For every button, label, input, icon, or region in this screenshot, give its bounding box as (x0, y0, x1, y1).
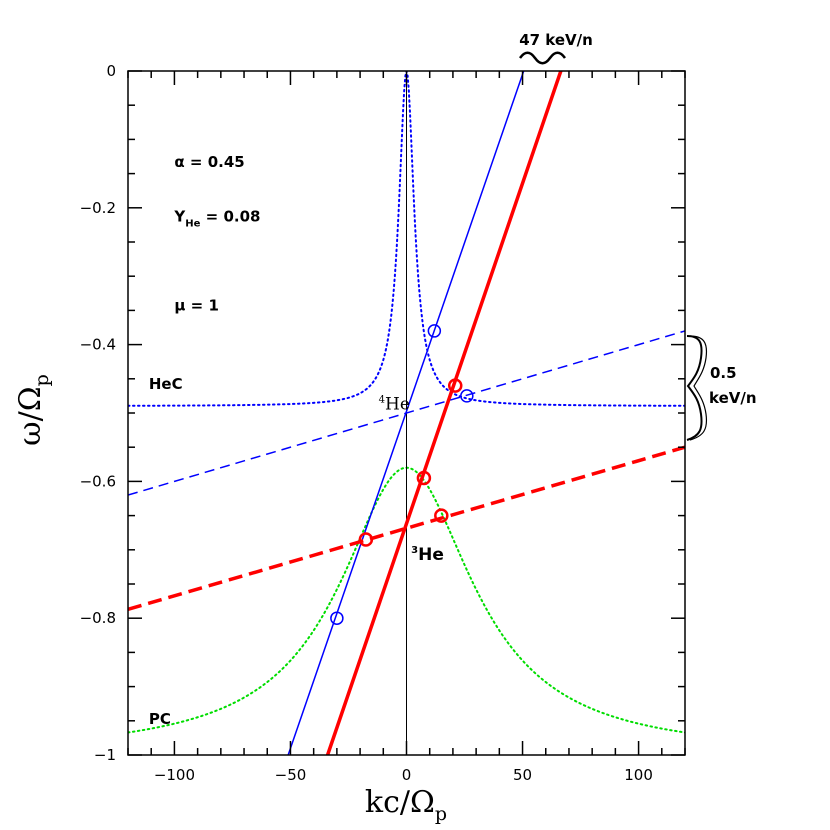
right-energy-value: 0.5 (710, 364, 737, 382)
x-tick-label: −100 (154, 766, 195, 784)
x-tick-labels: −100 −50 0 50 100 (154, 766, 653, 784)
intersection-point (447, 378, 463, 393)
resonance-line-3He-solid (325, 71, 563, 755)
x-tick-label: 100 (624, 766, 653, 784)
he4-label: 4He (379, 395, 410, 415)
axis-ticks (127, 70, 686, 756)
right-brace-outer (689, 335, 708, 441)
top-wavy-brace (518, 51, 567, 65)
resonance-lines (128, 71, 685, 755)
intersection-point (358, 532, 374, 547)
intersection-point (427, 324, 442, 338)
yhe-label: YHe = 0.08 (173, 207, 260, 229)
hec-label: HeC (149, 375, 183, 393)
y-tick-label: −0.4 (80, 336, 116, 354)
resonance-line-4He-dashed (128, 330, 685, 496)
intersection-point (416, 470, 432, 486)
x-tick-label: −50 (275, 766, 307, 784)
y-tick-labels: 0 −0.2 −0.4 −0.6 −0.8 −1 (80, 62, 116, 764)
right-energy-unit: keV/n (709, 389, 757, 407)
y-tick-label: −0.6 (80, 472, 116, 490)
y-tick-label: −0.2 (80, 199, 116, 217)
x-tick-label: 0 (402, 766, 412, 784)
mu-label: μ = 1 (174, 296, 219, 314)
he3-label: 3He (411, 545, 444, 565)
right-brace (686, 335, 703, 441)
pc-label: PC (149, 710, 171, 728)
resonance-line-3He-dashed (128, 445, 685, 611)
alpha-label: α = 0.45 (174, 153, 244, 171)
y-tick-label: −0.8 (80, 609, 116, 627)
annotations: α = 0.45 YHe = 0.08 μ = 1 HeC PC 4He 3He (149, 153, 444, 728)
intersection-point (330, 611, 344, 625)
intersection-point (460, 389, 474, 403)
y-tick-label: 0 (106, 62, 116, 80)
intersection-markers (330, 324, 474, 625)
y-tick-label: −1 (94, 746, 116, 764)
y-axis-title: ω/Ωp (13, 374, 53, 446)
top-energy-label: 47 keV/n (519, 31, 593, 49)
x-axis-title: kc/Ωp (365, 785, 447, 825)
intersection-point (434, 508, 449, 523)
x-tick-label: 50 (513, 766, 532, 784)
